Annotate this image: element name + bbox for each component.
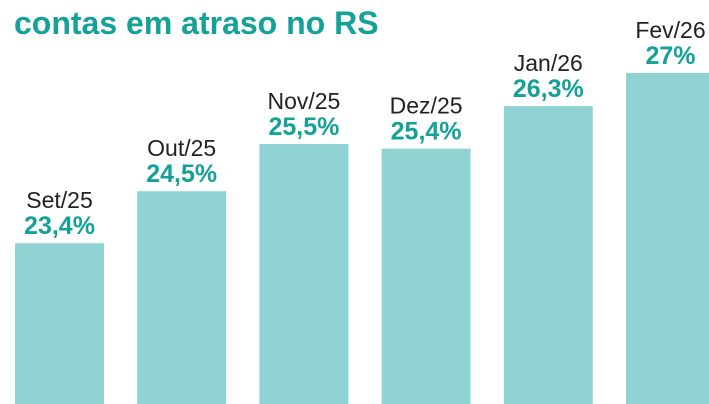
- bar: [626, 73, 709, 404]
- bar: [259, 143, 349, 404]
- bar: [503, 106, 593, 404]
- category-label: Fev/26: [635, 17, 705, 43]
- value-label: 25,4%: [391, 118, 462, 146]
- category-label: Out/25: [147, 135, 216, 161]
- chart-title: contas em atraso no RS: [14, 5, 379, 41]
- category-label: Nov/25: [267, 88, 340, 114]
- value-label: 24,5%: [146, 160, 217, 188]
- value-label: 27%: [645, 42, 695, 70]
- bar: [381, 148, 471, 404]
- category-label: Jan/26: [514, 50, 583, 76]
- value-label: 23,4%: [24, 212, 95, 240]
- bar: [15, 243, 104, 404]
- category-label: Dez/25: [390, 93, 463, 119]
- value-label: 25,5%: [268, 113, 339, 141]
- bar: [137, 191, 227, 404]
- category-label: Set/25: [26, 187, 93, 213]
- value-label: 26,3%: [513, 75, 584, 103]
